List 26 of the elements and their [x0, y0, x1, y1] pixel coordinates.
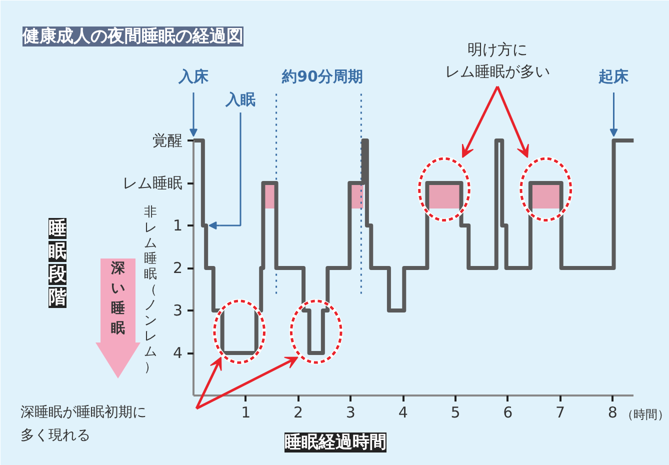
y-tick-label: レム睡眠 [122, 174, 182, 192]
x-tick-label: 7 [556, 404, 566, 422]
y-tick-label: 1 [172, 216, 183, 234]
y-tick-label: 2 [172, 259, 183, 277]
x-tick-label: 8 [608, 404, 618, 422]
text: 深睡眠が睡眠初期に多く現れる [20, 404, 146, 444]
y-axis-title: 睡眠段階 [48, 218, 68, 308]
text: 深い睡眠 [110, 260, 126, 336]
y-tick-label: 覚醒 [152, 132, 182, 150]
x-tick-label: 6 [503, 404, 513, 422]
x-tick-label: 3 [346, 404, 356, 422]
x-tick-label: 5 [450, 404, 460, 422]
annotation: 起床 [598, 68, 630, 86]
text: 非レム睡眠（ノンレム） [144, 205, 157, 375]
x-tick-label: 2 [294, 404, 304, 422]
text: 明け方にレム睡眠が多い [445, 40, 550, 80]
x-axis-title: 睡眠経過時間 [284, 432, 386, 452]
chart-title: 健康成人の夜間睡眠の経過図 [22, 26, 244, 46]
x-tick-label: 1 [241, 404, 251, 422]
annotation: 入床 [178, 68, 210, 86]
x-tick-label: 4 [398, 404, 408, 422]
y-tick-label: 3 [172, 302, 183, 320]
text: 約90分周期 [281, 68, 363, 86]
text: 入眠 [224, 90, 256, 108]
y-tick-label: 4 [172, 344, 183, 362]
text: （時間） [622, 408, 669, 422]
